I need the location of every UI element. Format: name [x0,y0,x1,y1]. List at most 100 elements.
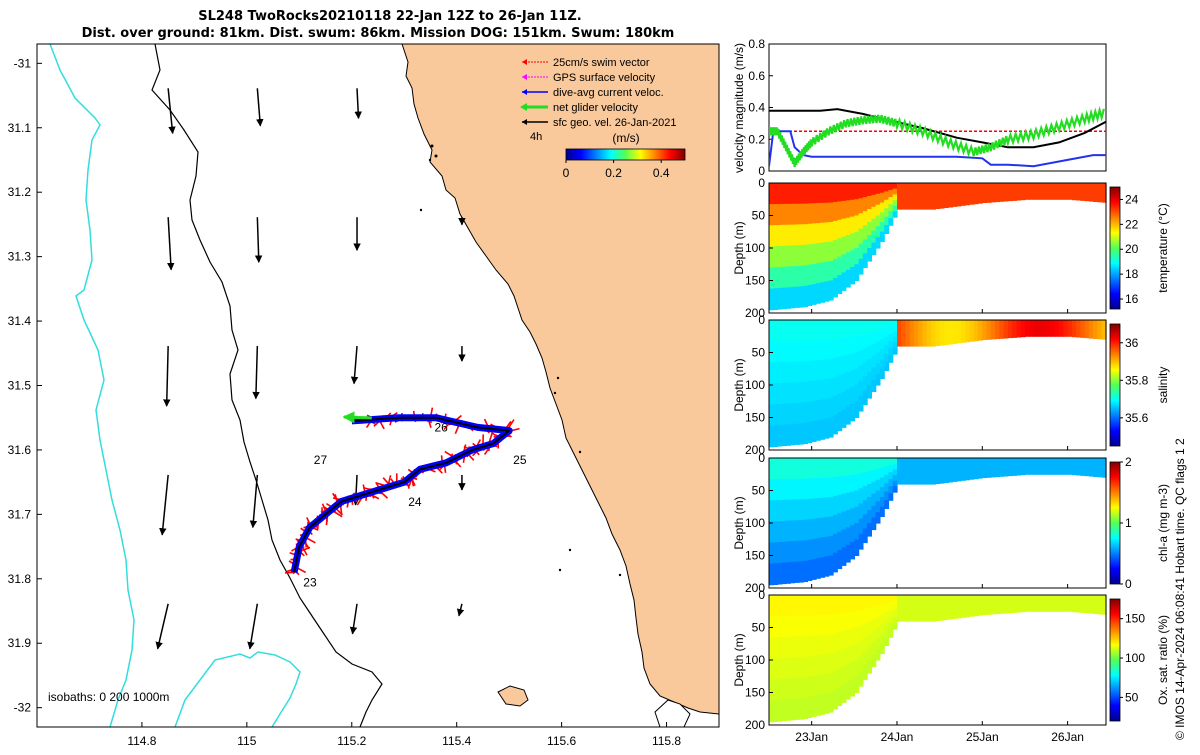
section-cell [935,595,940,600]
section-cell [927,612,932,617]
section-cell [829,379,834,399]
section-ytick-label: 0 [758,176,765,190]
section-cell [918,183,923,188]
section-cell [940,471,945,476]
section-cell [816,595,821,616]
section-cell [965,595,970,599]
section-cell [944,328,949,333]
section-cell [970,595,975,599]
section-cell [927,320,932,325]
section-cell [901,196,906,201]
section-cell [833,477,838,497]
section-cell [893,331,898,337]
section-cell [850,508,855,525]
section-cell [1029,609,1034,612]
section-cell [987,199,992,203]
section-cell [927,475,932,480]
section-cell [918,337,923,342]
section-cell [974,337,979,341]
section-cell [931,480,936,485]
section-colorbar-tick-label: 35.8 [1125,373,1149,387]
section-cell [974,598,979,602]
section-cell [799,403,804,424]
section-cell [970,609,975,613]
section-cell [863,595,868,610]
section-cell [807,224,812,245]
section-cell [778,225,783,247]
section-cell [923,342,928,347]
section-cell [769,289,774,311]
section-cell [931,475,936,480]
section-cell [782,616,787,638]
section-cell [1085,329,1090,333]
section-cell [906,205,911,210]
section-cell [837,394,842,413]
section-cell [961,202,966,206]
section-cell [952,599,957,604]
section-cell [825,418,830,438]
section-cell [970,320,975,324]
section-cell [786,183,791,205]
section-cell [778,288,783,310]
section-cell [927,342,932,347]
section-cell [918,604,923,609]
section-cell [803,698,808,719]
section-cell [906,342,911,347]
section-cell [778,595,783,617]
section-cell [773,246,778,268]
section-cell [773,500,778,522]
section-colorbar-tick-label: 150 [1125,612,1145,626]
section-cell [820,694,825,715]
section-cell [846,682,851,700]
section-cell [1089,473,1094,477]
section-cell [1055,197,1060,200]
section-cell [773,225,778,247]
section-cell [778,267,783,289]
section-cell [803,479,808,500]
section-cell [773,616,778,638]
section-cell [897,183,902,188]
section-cell [948,183,953,188]
section-cell [940,320,945,325]
section-cell [837,412,842,431]
section-cell [773,658,778,680]
section-cell [1016,609,1021,612]
section-cell [901,612,906,617]
section-colorbar-tick-label: 18 [1125,267,1139,281]
section-cell [854,660,859,677]
section-cell [795,562,800,583]
section-cell [829,517,834,537]
section-ytick-label: 150 [745,686,765,700]
section-cell [842,219,847,238]
section-cell [931,595,936,600]
section-cell [846,493,851,511]
section-cell [923,187,928,192]
section-cell [816,203,821,224]
section-colorbar-tick-label: 1 [1125,516,1132,530]
section-cell [833,183,838,203]
section-cell [1076,472,1081,475]
section-cell [897,471,902,476]
section-cell [918,617,923,622]
section-cell [957,331,962,335]
section-cell [795,699,800,720]
section-cell [829,595,834,615]
section-cell [859,259,864,275]
section-cell [859,595,864,611]
section-cell [1034,609,1039,612]
section-cell [897,604,902,609]
section-cell [931,337,936,342]
section-cell [837,257,842,276]
section-cell [850,645,855,662]
section-cell [935,599,940,604]
section-cell [931,187,936,192]
section-cell [1029,197,1034,200]
section-cell [786,266,791,288]
section-cell [807,478,812,499]
section-cell [935,320,940,325]
section-cell [999,461,1004,465]
net-velocity-arrow [344,417,372,418]
section-cell [961,602,966,606]
section-cell [816,380,821,401]
